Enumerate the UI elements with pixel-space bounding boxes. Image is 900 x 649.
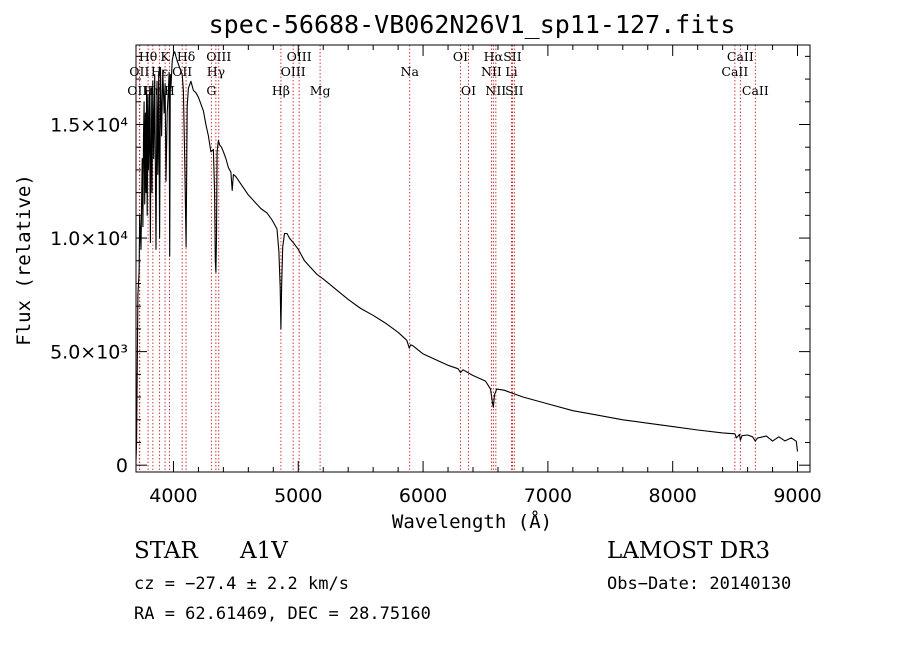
x-tick-label: 8000 — [649, 485, 697, 507]
x-tick-label: 4000 — [149, 485, 197, 507]
emission-line-label: Li — [505, 64, 517, 79]
y-axis: 0 5.0×10³ 1.0×10⁴ 1.5×10⁴ — [50, 55, 810, 477]
survey-name: LAMOST DR3 — [607, 538, 771, 564]
redshift-readout: cz = −27.4 ± 2.2 km/s — [134, 574, 349, 594]
emission-line-label: Hβ — [272, 83, 290, 98]
emission-line-label: OI — [461, 83, 476, 98]
emission-line-label: OIII — [206, 49, 231, 64]
x-axis: 4000 5000 6000 7000 8000 9000 — [149, 45, 822, 507]
observation-date: Obs−Date: 20140130 — [607, 574, 792, 594]
emission-line-label: SII — [503, 49, 522, 64]
emission-line-label: Hθ — [139, 49, 157, 64]
coordinates-readout: RA = 62.61469, DEC = 28.75160 — [134, 604, 431, 624]
emission-line-label: G — [206, 83, 216, 98]
x-tick-label: 5000 — [274, 485, 322, 507]
emission-line-label: Hα — [484, 49, 504, 64]
y-tick-label: 5.0×10³ — [50, 342, 128, 364]
x-tick-label: 7000 — [524, 485, 572, 507]
emission-line-label: Mg — [310, 83, 331, 98]
x-axis-label: Wavelength (Å) — [392, 510, 552, 533]
emission-line-label: NII — [481, 64, 502, 79]
y-tick-label: 1.5×10⁴ — [50, 114, 128, 136]
emission-line-markers — [138, 45, 756, 472]
emission-line-label: CaII — [721, 64, 748, 79]
emission-line-label: Hδ — [177, 49, 195, 64]
emission-line-label: Hγ — [207, 64, 225, 79]
emission-line-label: SII — [505, 83, 524, 98]
emission-line-label: NII — [485, 83, 506, 98]
y-tick-label: 1.0×10⁴ — [50, 228, 128, 250]
plot-frame — [135, 44, 811, 473]
y-tick-label: 0 — [116, 455, 128, 477]
emission-line-label: OII — [129, 64, 149, 79]
x-tick-label: 9000 — [773, 485, 821, 507]
emission-line-label: CaII — [727, 49, 754, 64]
emission-line-label: OIII — [281, 64, 306, 79]
x-tick-label: 6000 — [399, 485, 447, 507]
emission-line-label: K — [160, 49, 170, 64]
emission-line-label: Hε — [151, 64, 168, 79]
chart-title: spec-56688-VB062N26V1_sp11-127.fits — [209, 10, 736, 39]
emission-line-label: CaII — [742, 83, 769, 98]
emission-line-label: OIII — [287, 49, 312, 64]
flux-series-line — [135, 51, 799, 461]
emission-line-label: Na — [401, 64, 420, 79]
object-class: STAR — [134, 538, 198, 564]
emission-line-label: OII — [172, 64, 192, 79]
y-axis-label: Flux (relative) — [13, 174, 35, 346]
object-subclass: A1V — [240, 538, 288, 564]
emission-line-label: OI — [453, 49, 468, 64]
